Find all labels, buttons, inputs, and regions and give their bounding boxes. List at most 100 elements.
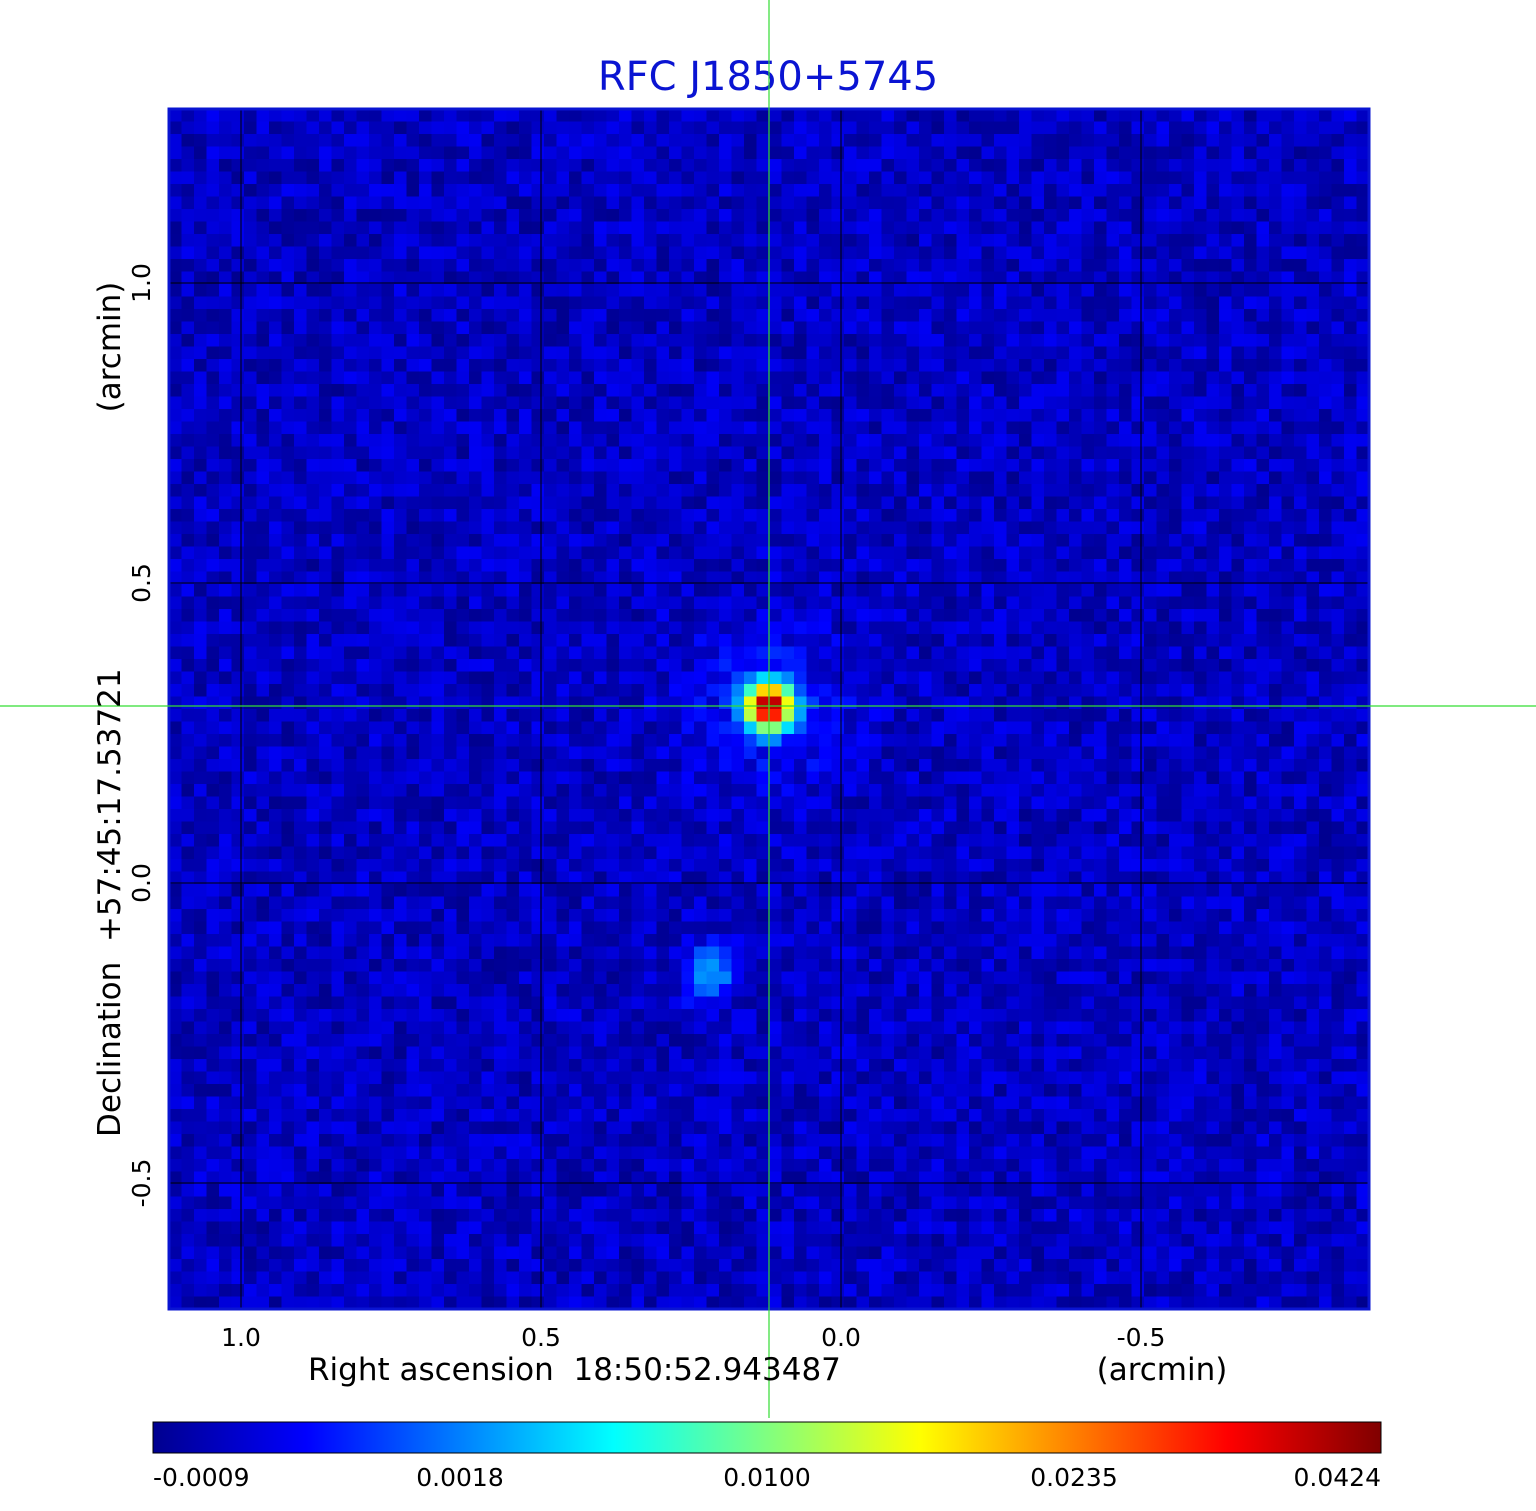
heatmap-pixel [1081,384,1095,398]
heatmap-pixel [644,334,658,348]
heatmap-pixel [1344,234,1358,248]
heatmap-pixel [744,659,758,673]
heatmap-pixel [731,384,745,398]
heatmap-pixel [1244,534,1258,548]
heatmap-pixel [594,221,608,235]
heatmap-pixel [844,134,858,148]
heatmap-pixel [1106,571,1120,585]
heatmap-pixel [1056,421,1070,435]
heatmap-pixel [1331,359,1345,373]
heatmap-pixel [281,434,295,448]
heatmap-pixel [1331,146,1345,160]
heatmap-pixel [1281,621,1295,635]
heatmap-pixel [644,521,658,535]
heatmap-pixel [369,321,383,335]
heatmap-pixel [744,584,758,598]
heatmap-pixel [294,334,308,348]
heatmap-pixel [569,684,583,698]
heatmap-pixel [206,284,220,298]
heatmap-pixel [1219,621,1233,635]
heatmap-pixel [756,721,770,735]
heatmap-pixel [1044,209,1058,223]
heatmap-pixel [919,259,933,273]
heatmap-pixel [669,284,683,298]
heatmap-pixel [1269,634,1283,648]
heatmap-pixel [756,609,770,623]
heatmap-pixel [1256,471,1270,485]
heatmap-pixel [1119,259,1133,273]
heatmap-pixel [631,659,645,673]
heatmap-pixel [944,509,958,523]
heatmap-pixel [1119,246,1133,260]
heatmap-pixel [1094,571,1108,585]
heatmap-pixel [869,621,883,635]
heatmap-pixel [831,434,845,448]
heatmap-pixel [1306,346,1320,360]
heatmap-pixel [1069,684,1083,698]
heatmap-pixel [256,146,270,160]
heatmap-pixel [1019,396,1033,410]
heatmap-pixel [1006,659,1020,673]
heatmap-pixel [244,134,258,148]
heatmap-pixel [619,271,633,285]
heatmap-pixel [731,621,745,635]
heatmap-pixel [981,396,995,410]
heatmap-pixel [306,321,320,335]
heatmap-pixel [1244,134,1258,148]
heatmap-pixel [731,684,745,698]
heatmap-pixel [944,171,958,185]
heatmap-pixel [881,409,895,423]
heatmap-pixel [856,434,870,448]
heatmap-pixel [856,509,870,523]
heatmap-pixel [1194,571,1208,585]
heatmap-pixel [619,509,633,523]
heatmap-pixel [994,671,1008,685]
heatmap-pixel [419,509,433,523]
heatmap-pixel [881,371,895,385]
heatmap-pixel [306,571,320,585]
heatmap-pixel [619,371,633,385]
heatmap-pixel [219,646,233,660]
heatmap-pixel [994,621,1008,635]
heatmap-pixel [481,121,495,135]
heatmap-pixel [1206,509,1220,523]
heatmap-pixel [906,196,920,210]
heatmap-pixel [231,159,245,173]
heatmap-pixel [506,534,520,548]
heatmap-pixel [1094,184,1108,198]
heatmap-pixel [1106,696,1120,710]
heatmap-pixel [694,171,708,185]
heatmap-pixel [669,296,683,310]
heatmap-pixel [194,709,208,723]
heatmap-pixel [556,296,570,310]
heatmap-pixel [1319,359,1333,373]
heatmap-pixel [594,321,608,335]
heatmap-pixel [931,484,945,498]
heatmap-pixel [494,509,508,523]
heatmap-pixel [331,696,345,710]
heatmap-pixel [231,684,245,698]
heatmap-pixel [1169,246,1183,260]
heatmap-pixel [881,221,895,235]
heatmap-pixel [244,496,258,510]
heatmap-pixel [631,146,645,160]
heatmap-pixel [1094,134,1108,148]
heatmap-pixel [1181,659,1195,673]
heatmap-pixel [231,496,245,510]
heatmap-pixel [344,321,358,335]
heatmap-pixel [906,546,920,560]
heatmap-pixel [719,121,733,135]
heatmap-pixel [181,121,195,135]
heatmap-pixel [1306,246,1320,260]
heatmap-pixel [294,209,308,223]
heatmap-pixel [744,434,758,448]
heatmap-pixel [1031,646,1045,660]
heatmap-pixel [256,259,270,273]
heatmap-pixel [281,321,295,335]
heatmap-pixel [619,684,633,698]
heatmap-pixel [506,434,520,448]
heatmap-pixel [381,496,395,510]
heatmap-pixel [1006,121,1020,135]
heatmap-pixel [281,621,295,635]
heatmap-pixel [206,471,220,485]
